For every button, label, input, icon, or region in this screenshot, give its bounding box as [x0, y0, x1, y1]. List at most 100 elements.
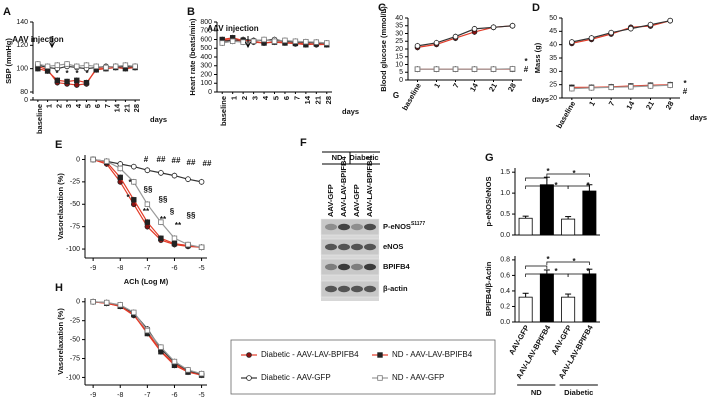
panel-label: G	[485, 152, 494, 164]
x-tick-label: 21	[487, 81, 499, 93]
data-point	[117, 165, 123, 172]
x-tick-label: 14	[468, 81, 480, 93]
annotation: **	[175, 221, 182, 230]
blot-band	[325, 223, 337, 231]
significance-bracket	[546, 173, 590, 177]
annotation: *	[55, 69, 59, 78]
lane-label: AAV-LAV-BPIFB4	[339, 156, 348, 217]
annotation: §§	[159, 195, 168, 204]
data-point	[158, 344, 164, 350]
data-point	[313, 39, 320, 45]
x-tick-label: 14	[113, 103, 122, 112]
annotation: *	[554, 181, 558, 190]
y-tick-label: 25	[549, 82, 557, 89]
data-point	[509, 22, 516, 29]
band-label: eNOS	[383, 242, 403, 251]
y-axis-label: Heart rate (beats/min)	[188, 18, 197, 96]
annotation: §§	[187, 211, 196, 220]
blot-band	[364, 243, 376, 251]
data-point	[131, 309, 137, 316]
annotation: *	[128, 178, 132, 187]
panel-label: E	[55, 139, 62, 151]
annotation: *	[572, 169, 576, 178]
data-point	[250, 38, 257, 44]
data-point	[171, 358, 178, 365]
annotation: AAV injection	[207, 24, 259, 33]
blot-band	[364, 223, 376, 231]
data-point	[667, 17, 673, 24]
data-point	[83, 62, 90, 68]
x-axis-label: days	[690, 113, 707, 122]
x-tick-label: 7	[103, 104, 112, 108]
annotation: *	[75, 69, 79, 78]
band-name: P-eNOS	[383, 222, 411, 231]
x-tick-label: 21	[313, 96, 322, 104]
data-point	[647, 21, 654, 28]
y-tick-label: 20	[549, 95, 557, 102]
x-tick-label: baseline	[554, 99, 577, 129]
annotation: §	[170, 207, 175, 216]
y-tick-label: 0	[24, 97, 28, 104]
annotation: G	[393, 91, 399, 100]
y-axis-label: SBP (mmHg)	[4, 38, 13, 84]
band-label: β-actin	[383, 284, 408, 293]
x-tick-label: 28	[506, 81, 518, 93]
data-point	[103, 299, 110, 306]
y-tick-label: 30	[549, 68, 557, 75]
y-tick-label: 0	[76, 299, 80, 306]
y-tick-label: 0	[76, 156, 80, 163]
x-tick-label: 6	[93, 104, 102, 108]
data-point	[240, 39, 246, 45]
data-point	[103, 64, 109, 71]
x-tick-label: 4	[74, 103, 83, 108]
annotation: *	[554, 267, 558, 276]
x-tick-label: -6	[171, 392, 177, 399]
y-tick-label: 0.0	[500, 319, 510, 326]
data-point	[377, 352, 383, 358]
bar	[539, 273, 554, 323]
x-axis-label: days	[150, 115, 167, 124]
x-tick-label: -5	[198, 392, 204, 399]
data-point	[324, 40, 330, 46]
y-tick-label: 1.5	[500, 169, 510, 176]
y-tick-label: 5	[399, 69, 403, 76]
band-label: P-eNOSS1177	[383, 221, 425, 231]
data-point	[185, 241, 191, 248]
significance-bracket	[525, 265, 548, 269]
annotation: *	[126, 193, 130, 202]
legend-label: ND - AAV-LAV-BPIFB4	[392, 350, 473, 359]
annotation: *	[65, 69, 69, 78]
x-tick-label: 5	[271, 96, 280, 100]
y-tick-label: 0.4	[500, 288, 510, 295]
data-point	[90, 156, 96, 163]
y-tick-label: 140	[16, 19, 28, 26]
annotation: #	[144, 155, 149, 164]
group-label: ND	[332, 153, 343, 162]
y-tick-label: -50	[70, 201, 80, 208]
blot-band	[351, 243, 363, 251]
data-point	[54, 62, 61, 68]
x-tick-label: -6	[171, 265, 177, 272]
data-point	[122, 62, 129, 68]
x-tick-label: -8	[117, 265, 123, 272]
data-point	[64, 61, 70, 67]
y-axis-label: Vasorelaxation (%)	[56, 173, 65, 240]
data-point	[198, 179, 205, 185]
y-tick-label: -25	[70, 179, 80, 186]
bar	[561, 218, 576, 236]
x-tick-label: 28	[664, 99, 676, 111]
x-tick-label: 5	[83, 104, 92, 108]
y-tick-label: 600	[200, 36, 212, 43]
x-axis-label: days	[342, 107, 359, 116]
y-tick-label: 0.0	[500, 232, 510, 239]
x-tick-label: baseline	[400, 81, 423, 111]
data-point	[414, 43, 421, 49]
y-tick-label: 15	[395, 54, 403, 61]
y-tick-label: 40	[549, 42, 557, 49]
data-point	[117, 174, 123, 181]
data-point	[158, 219, 164, 225]
x-tick-label: -9	[90, 392, 96, 399]
data-point	[303, 38, 309, 45]
blot-band	[364, 285, 376, 293]
x-tick-label: 3	[251, 96, 260, 100]
